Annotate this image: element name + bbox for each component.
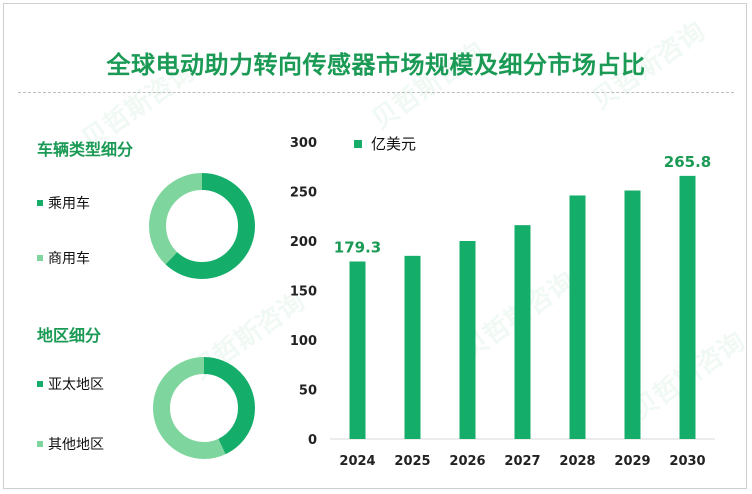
- bar-2026: [459, 241, 476, 439]
- y-tick-label: 250: [290, 186, 317, 201]
- legend-label: 亚太地区: [48, 377, 104, 393]
- y-tick-label: 200: [290, 235, 317, 250]
- title-divider: [18, 92, 734, 93]
- legend-item-commercial: 商用车: [37, 248, 90, 268]
- vehicle-section-title: 车辆类型细分: [37, 140, 134, 159]
- data-label: 179.3: [334, 238, 381, 256]
- bar-legend-label: 亿美元: [371, 135, 416, 153]
- legend-swatch: [37, 200, 43, 206]
- legend-label: 商用车: [48, 251, 90, 267]
- y-tick-label: 0: [308, 433, 317, 448]
- legend-swatch: [37, 255, 43, 261]
- region-section-title: 地区细分: [37, 326, 102, 345]
- x-tick-label: 2027: [504, 454, 540, 469]
- bar-legend-swatch: [354, 140, 362, 148]
- page-title: 全球电动助力转向传感器市场规模及细分市场占比: [106, 50, 646, 79]
- bar-2025: [404, 255, 421, 439]
- slice-other: [153, 357, 255, 459]
- bar-2024: [349, 261, 366, 439]
- legend-swatch: [37, 441, 43, 447]
- slice-commercial: [149, 173, 255, 279]
- x-tick-label: 2025: [394, 454, 430, 469]
- x-tick-label: 2030: [669, 454, 705, 469]
- bar-2028: [569, 195, 586, 439]
- legend-item-passenger: 乘用车: [37, 193, 90, 213]
- legend-label: 乘用车: [48, 196, 90, 212]
- legend-item-apac: 亚太地区: [37, 374, 104, 394]
- bar-2030: [679, 175, 696, 439]
- bar-2029: [624, 190, 641, 439]
- bar-2027: [514, 225, 531, 439]
- y-tick-label: 300: [290, 136, 317, 151]
- chart-frame: [3, 3, 747, 489]
- y-tick-label: 50: [299, 384, 317, 399]
- y-tick-label: 100: [290, 334, 317, 349]
- x-tick-label: 2026: [449, 454, 485, 469]
- legend-label: 其他地区: [48, 437, 104, 453]
- legend-item-other: 其他地区: [37, 434, 104, 454]
- data-label: 265.8: [664, 153, 711, 171]
- x-tick-label: 2024: [339, 454, 375, 469]
- legend-swatch: [37, 381, 43, 387]
- x-tick-label: 2028: [559, 454, 595, 469]
- y-tick-label: 150: [290, 285, 317, 300]
- x-tick-label: 2029: [614, 454, 650, 469]
